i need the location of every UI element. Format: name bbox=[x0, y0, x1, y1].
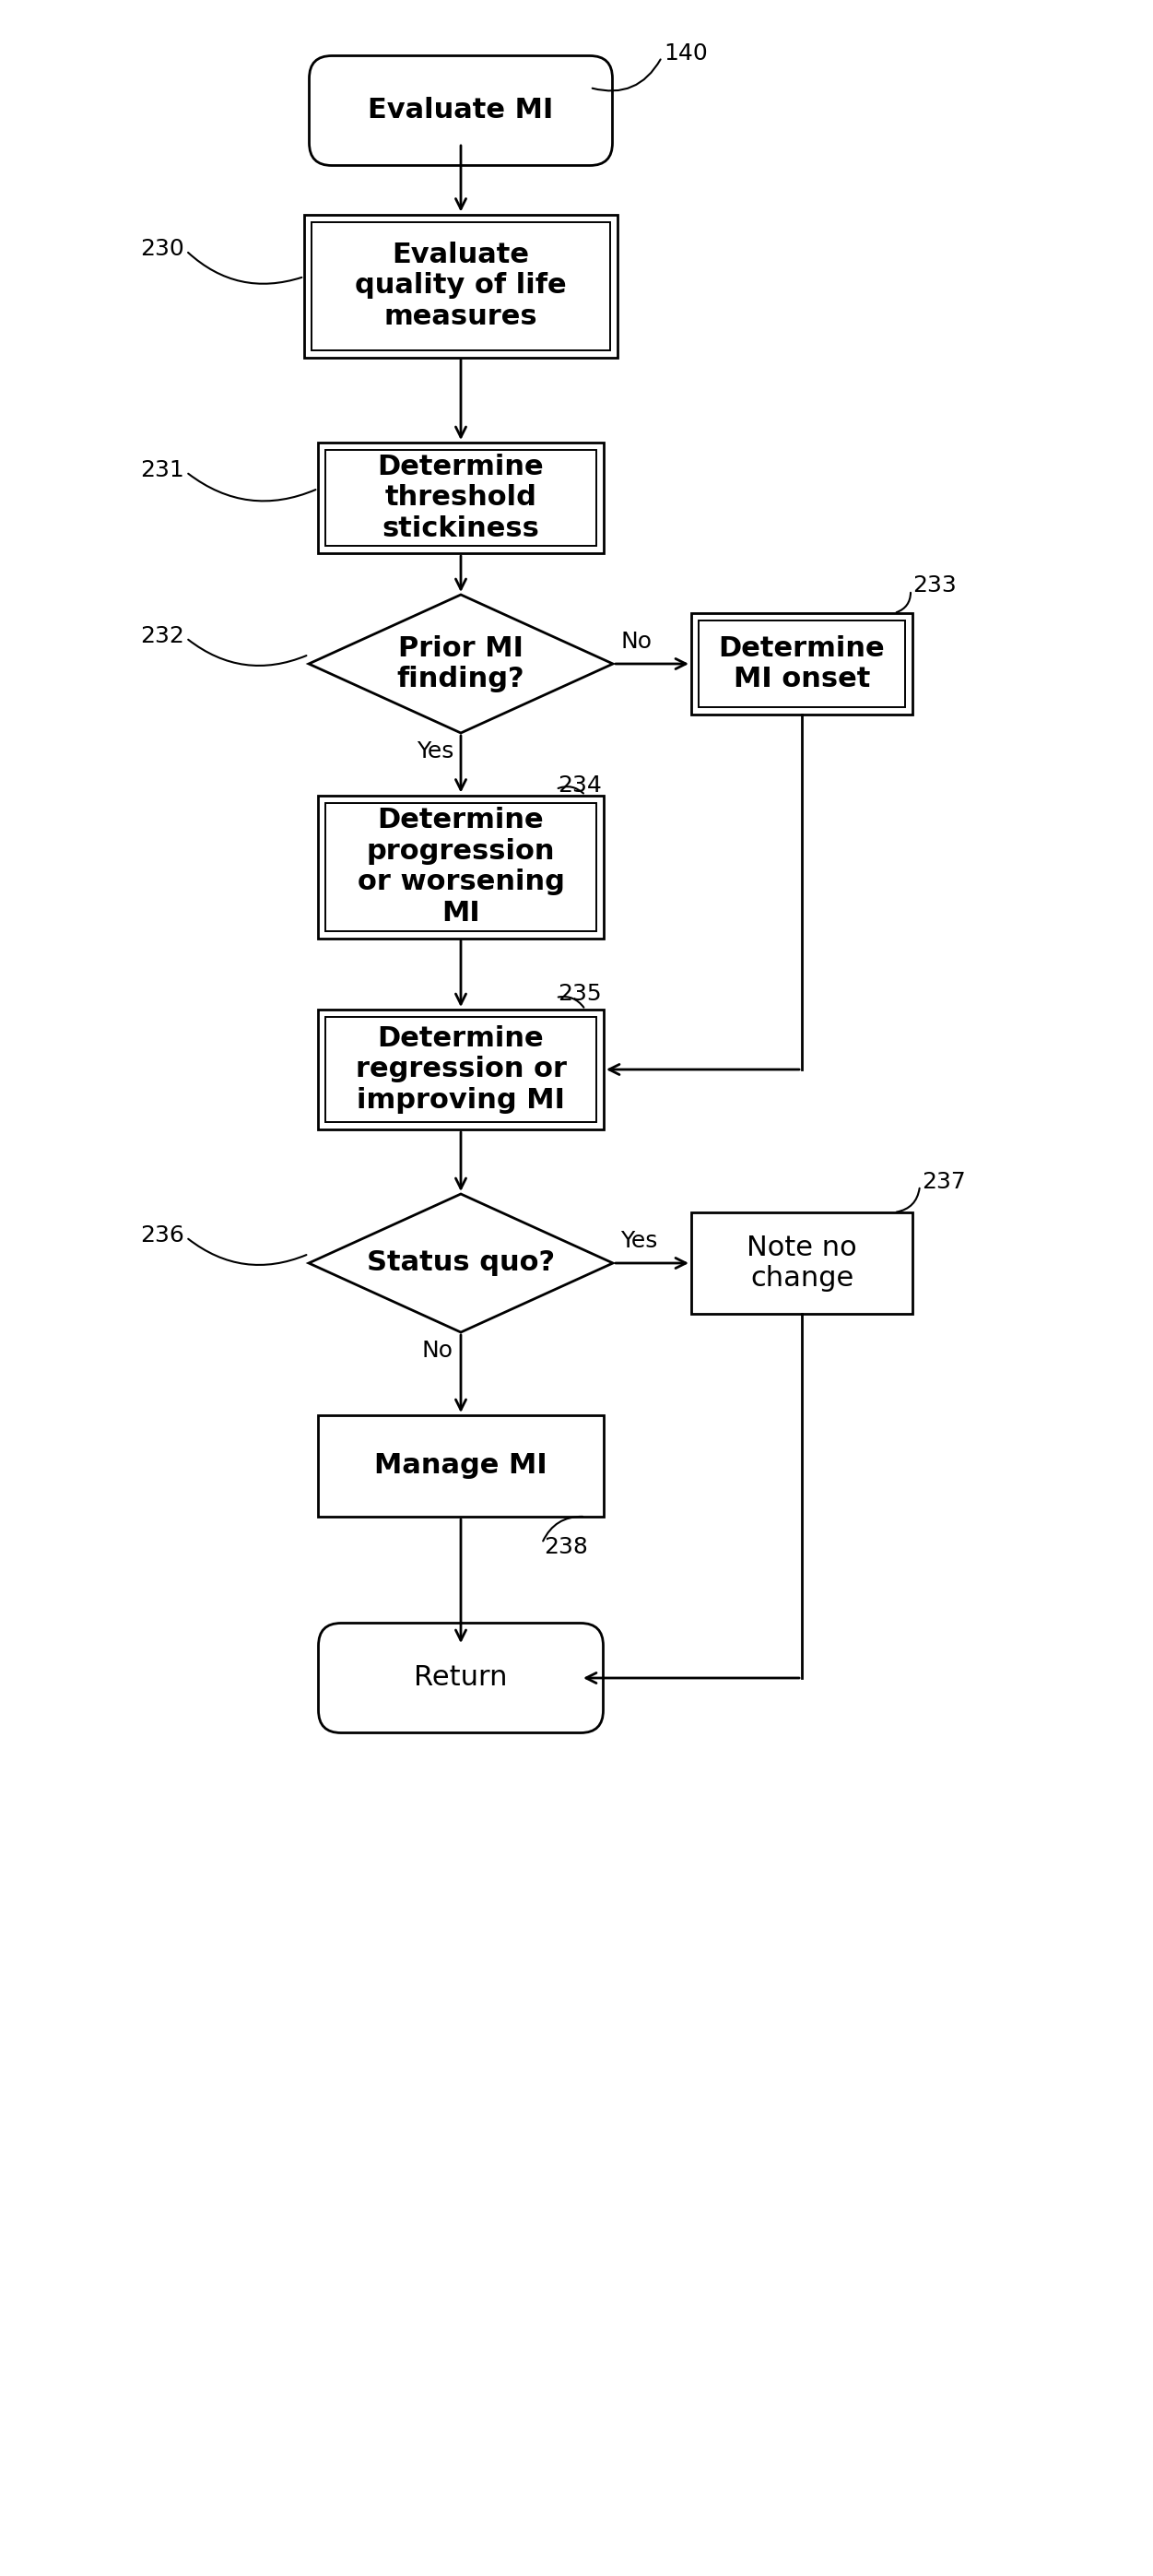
FancyBboxPatch shape bbox=[318, 1623, 603, 1734]
Bar bbox=[692, 1213, 912, 1314]
Text: Manage MI: Manage MI bbox=[375, 1453, 548, 1479]
FancyBboxPatch shape bbox=[309, 57, 612, 165]
Text: Status quo?: Status quo? bbox=[367, 1249, 555, 1278]
Text: 235: 235 bbox=[558, 984, 602, 1005]
Bar bbox=[699, 621, 905, 708]
Text: 230: 230 bbox=[141, 237, 184, 260]
Bar bbox=[318, 443, 604, 554]
Bar bbox=[318, 1414, 604, 1517]
Text: 237: 237 bbox=[921, 1172, 966, 1193]
Text: Determine
threshold
stickiness: Determine threshold stickiness bbox=[377, 453, 544, 541]
Text: 236: 236 bbox=[141, 1224, 184, 1247]
Text: Determine
progression
or worsening
MI: Determine progression or worsening MI bbox=[357, 806, 565, 927]
Text: Yes: Yes bbox=[416, 739, 453, 762]
Text: 233: 233 bbox=[912, 574, 957, 598]
Text: 231: 231 bbox=[141, 459, 184, 482]
Text: Determine
regression or
improving MI: Determine regression or improving MI bbox=[355, 1025, 566, 1113]
Bar bbox=[318, 1010, 604, 1128]
Text: 238: 238 bbox=[544, 1535, 588, 1558]
Text: Determine
MI onset: Determine MI onset bbox=[718, 634, 886, 693]
Text: Return: Return bbox=[414, 1664, 507, 1692]
Bar bbox=[692, 613, 912, 714]
Bar bbox=[311, 222, 610, 350]
Text: Evaluate
quality of life
measures: Evaluate quality of life measures bbox=[355, 242, 566, 330]
Text: Evaluate MI: Evaluate MI bbox=[368, 98, 553, 124]
Bar bbox=[304, 214, 618, 358]
Text: Prior MI
finding?: Prior MI finding? bbox=[397, 634, 525, 693]
Bar bbox=[318, 796, 604, 938]
Text: 140: 140 bbox=[664, 41, 708, 64]
Bar bbox=[325, 451, 596, 546]
Text: 234: 234 bbox=[558, 775, 602, 796]
Text: 232: 232 bbox=[141, 626, 184, 647]
Polygon shape bbox=[309, 595, 613, 734]
Text: Yes: Yes bbox=[620, 1229, 657, 1252]
Text: No: No bbox=[620, 631, 651, 652]
Polygon shape bbox=[309, 1193, 613, 1332]
Bar bbox=[325, 804, 596, 930]
Text: No: No bbox=[422, 1340, 453, 1363]
Bar bbox=[325, 1018, 596, 1123]
Text: Note no
change: Note no change bbox=[747, 1234, 857, 1293]
